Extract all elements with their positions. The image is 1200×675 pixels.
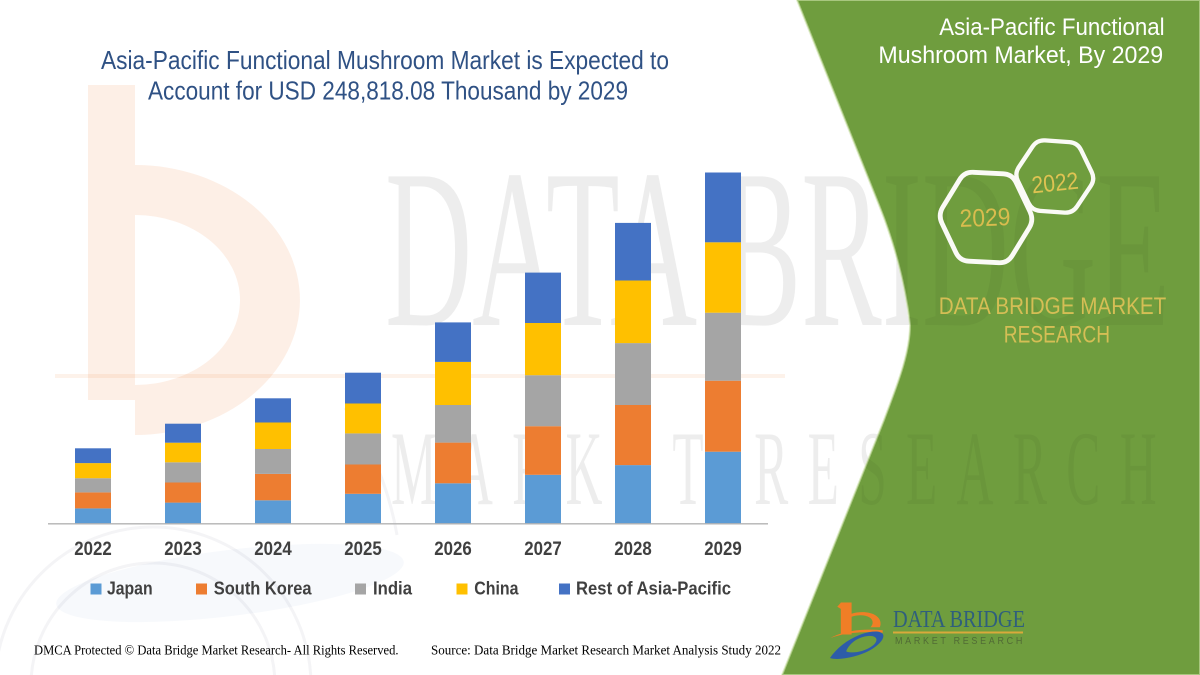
svg-text:Japan: Japan [107, 579, 153, 599]
svg-text:Account for USD 248,818.08 Tho: Account for USD 248,818.08 Thousand by 2… [148, 76, 628, 106]
svg-text:2022: 2022 [74, 539, 112, 560]
svg-text:2027: 2027 [524, 539, 562, 560]
svg-text:2029: 2029 [959, 203, 1011, 233]
svg-text:DMCA Protected © Data Bridge M: DMCA Protected © Data Bridge Market Rese… [34, 644, 399, 659]
svg-text:DATA BRIDGE: DATA BRIDGE [893, 607, 1025, 633]
svg-text:2026: 2026 [434, 539, 472, 560]
svg-text:South Korea: South Korea [214, 579, 313, 599]
svg-text:DATA BRIDGE MARKET: DATA BRIDGE MARKET [939, 293, 1167, 320]
svg-text:Source: Data Bridge Market Res: Source: Data Bridge Market Research Mark… [431, 644, 781, 659]
svg-text:Asia-Pacific Functional: Asia-Pacific Functional [939, 14, 1164, 41]
svg-text:2023: 2023 [164, 539, 202, 560]
svg-text:China: China [474, 579, 519, 599]
svg-text:2028: 2028 [614, 539, 652, 560]
svg-text:2024: 2024 [254, 539, 292, 560]
svg-text:RESEARCH: RESEARCH [1004, 322, 1110, 349]
svg-text:India: India [373, 579, 413, 599]
svg-text:2029: 2029 [704, 539, 742, 560]
svg-text:2022: 2022 [1030, 168, 1080, 200]
svg-text:Mushroom Market, By 2029: Mushroom Market, By 2029 [878, 42, 1163, 69]
svg-text:MARKET RESEARCH: MARKET RESEARCH [895, 636, 1025, 647]
svg-text:Rest of Asia-Pacific: Rest of Asia-Pacific [576, 579, 731, 599]
svg-text:Asia-Pacific Functional Mushro: Asia-Pacific Functional Mushroom Market … [101, 45, 669, 75]
svg-text:2025: 2025 [344, 539, 382, 560]
